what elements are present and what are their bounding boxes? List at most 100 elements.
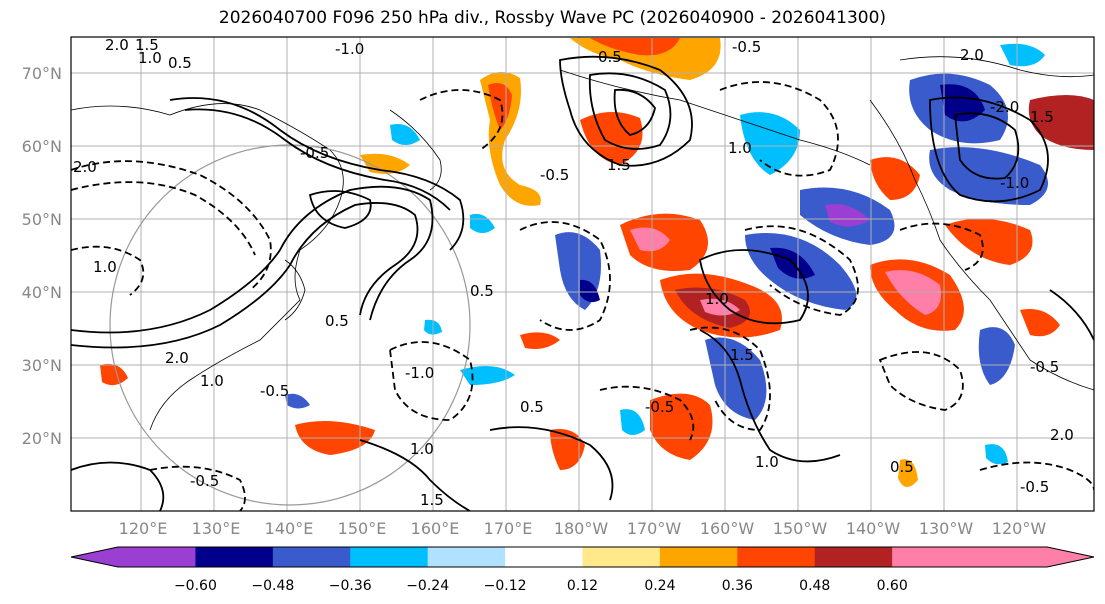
positive-contour xyxy=(929,96,1049,203)
contour-label: -0.5 xyxy=(300,144,329,162)
divergence-shading xyxy=(100,38,1094,488)
contour-label: -0.5 xyxy=(645,398,674,416)
colorbar-segment xyxy=(737,547,816,567)
contour-label: 0.5 xyxy=(598,48,622,66)
lat-label: 50°N xyxy=(22,210,62,229)
colorbar-tick: −0.36 xyxy=(329,578,372,594)
lat-label: 30°N xyxy=(22,356,62,375)
colorbar-over-arrow xyxy=(1047,547,1094,567)
positive-contour xyxy=(184,108,451,211)
contour-label: 1.0 xyxy=(728,139,752,157)
positive-contour xyxy=(699,249,809,325)
contour-label: -2.0 xyxy=(990,98,1019,116)
lat-label: 40°N xyxy=(22,283,62,302)
contour-label: 1.0 xyxy=(138,49,162,67)
contour-label: 1.0 xyxy=(93,258,117,276)
positive-patch xyxy=(870,157,920,200)
colorbar-tick: −0.24 xyxy=(406,578,449,594)
lon-label: 180°W xyxy=(554,519,609,538)
negative-contour xyxy=(599,385,695,441)
contour-label: -1.0 xyxy=(335,40,364,58)
positive-patch xyxy=(898,459,918,488)
colorbar-segment xyxy=(272,547,351,567)
colorbar-outline xyxy=(70,546,1095,568)
negative-patch xyxy=(929,147,1048,205)
lon-label: 170°E xyxy=(484,519,533,538)
negative-contour xyxy=(689,326,771,431)
contour-label: 1.0 xyxy=(705,290,729,308)
colorbar-segment xyxy=(195,547,274,567)
colorbar-segment xyxy=(659,547,738,567)
coastline-north-america xyxy=(869,99,1094,391)
colorbar-tick: 0.48 xyxy=(799,578,830,594)
negative-patch xyxy=(285,393,310,409)
contour-label: 1.5 xyxy=(607,156,631,174)
lon-label: 140°E xyxy=(265,519,314,538)
contour-label: 1.0 xyxy=(410,440,434,458)
lon-label: 120°E xyxy=(119,519,168,538)
colorbar: −0.60 −0.48 −0.36 −0.24 −0.12 0.12 0.24 … xyxy=(70,546,1095,594)
positive-patch xyxy=(650,393,713,460)
colorbar-under-arrow xyxy=(71,547,118,567)
negative-contour xyxy=(519,221,611,331)
lon-label: 160°W xyxy=(700,519,755,538)
coastline-kamchatka xyxy=(389,109,442,191)
contour-label: 0.5 xyxy=(325,312,349,330)
contour-label: 2.0 xyxy=(165,349,189,367)
coastline-arctic xyxy=(899,56,1094,78)
negative-contour xyxy=(719,81,839,177)
lon-label: 130°E xyxy=(192,519,241,538)
colorbar-segment xyxy=(582,547,661,567)
contour-label: 0.5 xyxy=(520,398,544,416)
contour-label: -1.0 xyxy=(405,364,434,382)
positive-patch xyxy=(520,332,560,349)
negative-contour xyxy=(149,465,246,511)
contour-labels: 2.0 1.5 1.0 0.5 -1.0 0.5 2.0 -0.5 1.0 1.… xyxy=(73,36,1074,509)
positive-contour xyxy=(1049,289,1094,341)
positive-patch xyxy=(700,298,740,316)
positive-contour xyxy=(71,185,434,334)
negative-contour xyxy=(419,89,504,151)
negative-patch xyxy=(940,84,985,122)
colorbar-tick: 0.36 xyxy=(722,578,753,594)
negative-patch xyxy=(705,337,767,420)
latitude-labels: 70°N 60°N 50°N 40°N 30°N 20°N xyxy=(22,64,62,448)
colorbar-tick: 0.12 xyxy=(567,578,598,594)
positive-contour xyxy=(588,72,672,150)
colorbar-tick: 0.24 xyxy=(644,578,675,594)
lon-label: 150°E xyxy=(338,519,387,538)
contour-label: 2.0 xyxy=(960,46,984,64)
contour-label: -0.5 xyxy=(260,382,289,400)
contour-label: 1.5 xyxy=(135,36,159,54)
positive-contour xyxy=(71,461,165,511)
projection-circle xyxy=(109,144,471,506)
rossby-contours xyxy=(71,55,1094,511)
negative-patch xyxy=(985,444,1008,465)
lon-label: 170°W xyxy=(627,519,682,538)
positive-contour xyxy=(699,329,841,463)
lat-label: 20°N xyxy=(22,429,62,448)
negative-contour xyxy=(899,222,984,271)
negative-patch xyxy=(460,366,515,385)
colorbar-tick: −0.12 xyxy=(484,578,527,594)
lon-label: 160°E xyxy=(411,519,460,538)
colorbar-segment xyxy=(814,547,893,567)
contour-label: -0.5 xyxy=(190,472,219,490)
positive-contour xyxy=(954,112,1020,180)
positive-patch xyxy=(1020,309,1060,337)
positive-contour xyxy=(613,88,656,136)
positive-contour xyxy=(489,426,614,501)
contour-label: 0.5 xyxy=(168,54,192,72)
positive-contour xyxy=(559,55,693,167)
contour-label: 2.0 xyxy=(1050,426,1074,444)
negative-contour xyxy=(744,225,859,316)
map-title: 2026040700 F096 250 hPa div., Rossby Wav… xyxy=(218,8,887,28)
lon-label: 120°W xyxy=(992,519,1047,538)
colorbar-tick: −0.60 xyxy=(174,578,217,594)
contour-label: 1.0 xyxy=(755,453,779,471)
positive-patch xyxy=(590,38,680,56)
positive-contour xyxy=(169,97,465,251)
longitude-labels: 120°E 130°E 140°E 150°E 160°E 170°E 180°… xyxy=(119,519,1047,538)
contour-label: -0.5 xyxy=(732,38,761,56)
